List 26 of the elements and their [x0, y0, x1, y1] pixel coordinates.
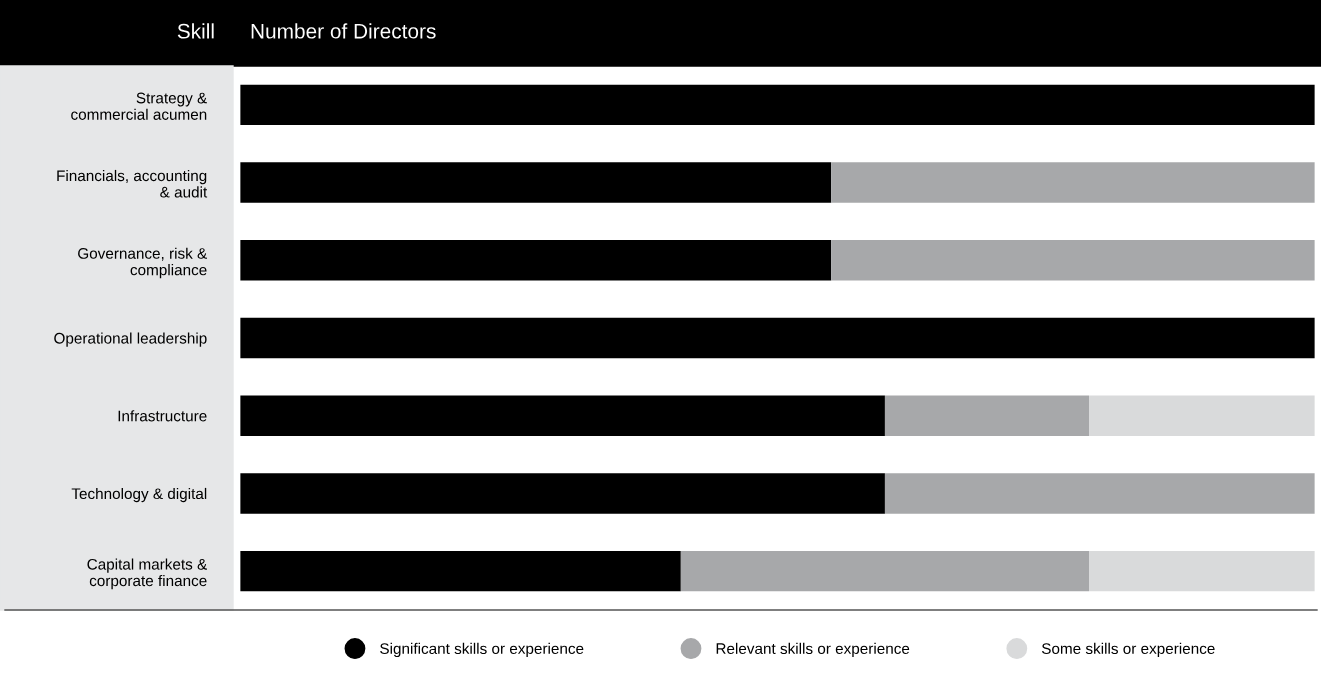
bar	[884, 395, 1090, 436]
x-axis-title: Number of Directors	[251, 23, 436, 39]
y-tick-label: Strategy & commercial acumen	[71, 92, 207, 120]
bar	[831, 162, 1315, 203]
bar	[240, 550, 681, 592]
legend-label: Some skills or experience	[1041, 642, 1215, 658]
y-tick-label: Technology & digital	[71, 487, 207, 503]
y-tick-label: Financials, accounting & audit	[57, 169, 208, 198]
bar	[831, 240, 1315, 281]
bar	[240, 162, 832, 203]
legend-label: Significant skills or experience	[380, 642, 584, 658]
legend-label: Relevant skills or experience	[716, 642, 910, 658]
bar	[680, 550, 1090, 592]
y-axis-title: Skill	[177, 23, 214, 39]
bar	[1089, 550, 1315, 592]
bar	[240, 395, 885, 436]
bar	[240, 240, 832, 281]
bar	[240, 317, 1315, 359]
bar	[240, 84, 1315, 126]
bar	[1089, 395, 1315, 436]
y-tick-label: Capital markets & corporate finance	[87, 558, 207, 590]
bar	[240, 473, 885, 514]
y-tick-label: Operational leadership	[54, 332, 207, 347]
y-tick-label: Infrastructure	[118, 410, 207, 422]
y-tick-label: Governance, risk & compliance	[78, 247, 207, 279]
bar	[884, 473, 1315, 514]
